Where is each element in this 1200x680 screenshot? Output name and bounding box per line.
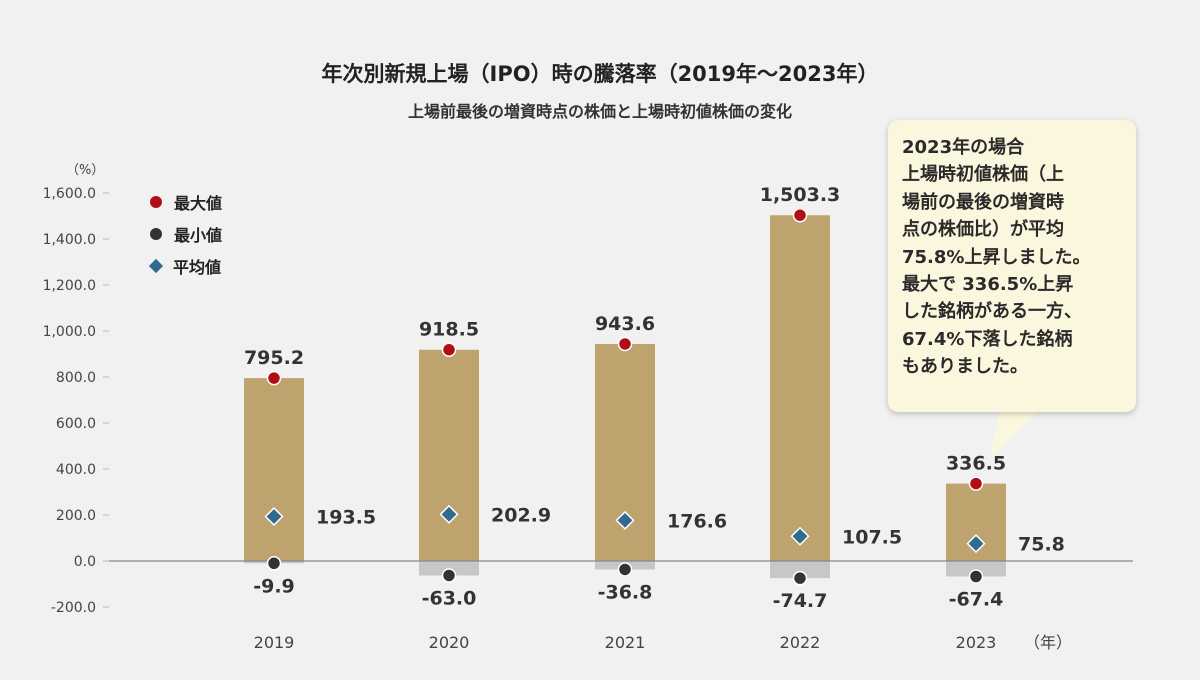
bar-negative — [946, 561, 1006, 577]
y-tick-label: 1,600.0 — [43, 186, 96, 202]
avg-marker-icon — [148, 258, 164, 274]
y-tick-label: 200.0 — [56, 508, 96, 524]
max-point — [617, 336, 633, 352]
avg-point — [264, 506, 284, 527]
x-tick-label: 2020 — [429, 633, 470, 652]
max-point — [968, 476, 984, 491]
max-value-label: 795.2 — [244, 347, 304, 369]
x-tick-label: 2022 — [780, 633, 821, 652]
callout-line: もありました。 — [902, 356, 1028, 378]
min-point — [617, 562, 633, 577]
y-tick-label: 1,200.0 — [43, 278, 96, 294]
max-marker-icon — [150, 196, 162, 208]
max-value-label: 918.5 — [419, 319, 479, 341]
callout-line: 場前の最後の増資時 — [902, 191, 1064, 213]
max-point — [441, 342, 457, 357]
callout-box: 2023年の場合 上場時初値株価（上 場前の最後の増資時 点の株価比）が平均 7… — [888, 120, 1136, 412]
callout-line: した銘柄がある一方、 — [902, 301, 1082, 323]
max-value-label: 336.5 — [946, 453, 1006, 475]
min-value-label: -9.9 — [253, 575, 295, 597]
x-tick-label: 2019 — [254, 633, 295, 652]
legend-item-avg: 平均値 — [148, 250, 222, 282]
legend-label-avg: 平均値 — [173, 258, 222, 277]
avg-value-label: 176.6 — [667, 510, 727, 532]
y-tick-label: 400.0 — [56, 462, 96, 478]
min-value-label: -36.8 — [598, 581, 653, 603]
y-tick-label: 1,400.0 — [43, 232, 96, 248]
x-axis-unit-label: （年） — [1024, 633, 1072, 652]
chart-title: 年次別新規上場（IPO）時の騰落率（2019年～2023年） — [321, 62, 879, 86]
min-point — [266, 556, 282, 571]
bar-range — [419, 349, 479, 561]
min-marker-icon — [150, 228, 162, 240]
bar-range — [770, 215, 830, 561]
avg-value-label: 75.8 — [1018, 534, 1065, 556]
legend-label-max: 最大値 — [174, 194, 223, 213]
y-tick-label: 600.0 — [56, 416, 96, 432]
y-tick-label: 1,000.0 — [43, 324, 96, 340]
chart-subtitle: 上場前最後の増資時点の株価と上場時初値株価の変化 — [407, 102, 792, 121]
min-point — [792, 570, 808, 586]
callout-line: 75.8%上昇しました。 — [902, 246, 1091, 268]
callout-line: 2023年の場合 — [902, 137, 1025, 158]
min-value-label: -74.7 — [773, 590, 828, 612]
y-tick-label: 0.0 — [74, 554, 96, 570]
x-tick-label: 2023 — [956, 633, 997, 652]
x-tick-label: 2021 — [605, 633, 646, 652]
max-point — [266, 370, 282, 386]
y-tick-label: -200.0 — [51, 600, 96, 616]
y-axis-unit-label: （%） — [66, 163, 104, 178]
min-value-label: -67.4 — [949, 589, 1004, 611]
bar-range — [244, 378, 304, 561]
callout-line: 上場時初値株価（上 — [902, 164, 1064, 186]
avg-value-label: 107.5 — [842, 526, 902, 548]
legend: 最大値 最小値 平均値 — [148, 186, 222, 282]
max-value-label: 943.6 — [595, 313, 655, 335]
avg-point — [615, 510, 635, 530]
bar-negative — [770, 561, 830, 579]
avg-point — [966, 534, 986, 554]
y-tick-label: 800.0 — [56, 370, 96, 386]
max-value-label: 1,503.3 — [760, 184, 841, 206]
legend-item-max: 最大値 — [150, 186, 222, 218]
callout-line: 最大で 336.5%上昇 — [902, 274, 1074, 296]
min-value-label: -63.0 — [422, 587, 477, 609]
legend-label-min: 最小値 — [174, 226, 223, 245]
avg-value-label: 193.5 — [316, 506, 376, 528]
callout-line: 67.4%下落した銘柄 — [902, 328, 1073, 350]
callout-line: 点の株価比）が平均 — [902, 219, 1064, 241]
min-point — [441, 568, 457, 583]
avg-point — [790, 526, 810, 546]
avg-value-label: 202.9 — [491, 504, 551, 526]
min-point — [968, 569, 984, 584]
max-point — [792, 207, 808, 223]
avg-point — [439, 504, 459, 524]
legend-item-min: 最小値 — [150, 218, 222, 250]
